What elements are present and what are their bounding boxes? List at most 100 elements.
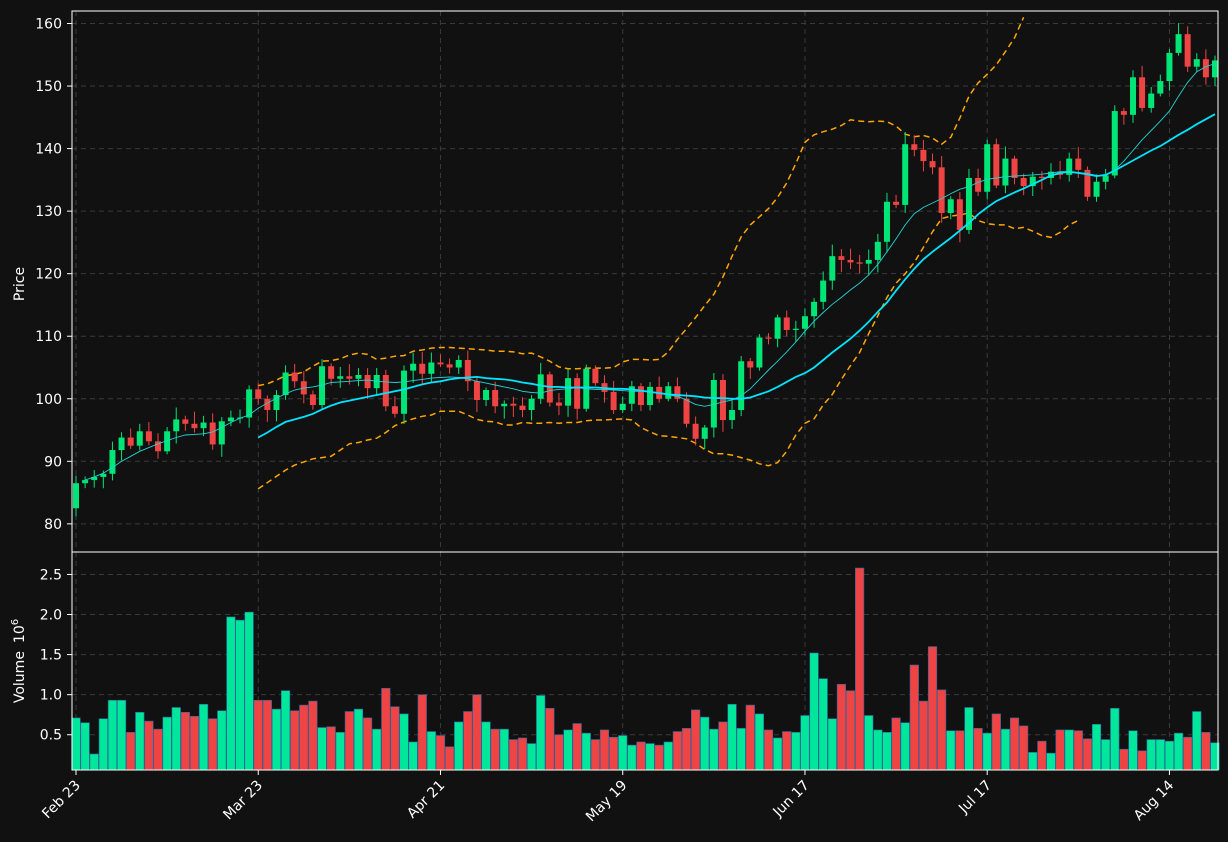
candle-body <box>209 422 216 445</box>
candle-body <box>893 201 900 205</box>
volume-bar <box>390 706 400 771</box>
volume-bar <box>217 710 227 771</box>
volume-bar <box>472 694 482 771</box>
volume-bar <box>271 708 282 771</box>
volume-bar <box>1192 711 1202 771</box>
volume-bar <box>299 704 309 771</box>
candle-body <box>391 406 398 414</box>
volume-bar <box>1137 750 1147 771</box>
volume-bar <box>381 687 391 771</box>
volume-bar <box>590 739 600 771</box>
volume-bar <box>71 717 81 771</box>
candle-body <box>1102 175 1109 182</box>
candle-body <box>820 280 827 302</box>
price-y-tick-label: 110 <box>35 329 62 345</box>
volume-bar <box>973 728 983 771</box>
volume-bar <box>417 694 427 771</box>
volume-bar <box>162 716 172 771</box>
candle-body <box>911 144 918 150</box>
volume-bar <box>873 729 883 771</box>
candle-body <box>920 149 927 162</box>
volume-bar <box>918 700 929 771</box>
candle-body <box>1148 93 1155 108</box>
candle-body <box>118 437 125 451</box>
candle-body <box>346 376 353 379</box>
volume-y-ticks: 0.5 1.0 1.5 2.0 2.5 <box>40 567 72 744</box>
candle-body <box>1084 169 1091 197</box>
candle-body <box>255 389 262 399</box>
volume-bar <box>991 713 1001 771</box>
candle-body <box>847 259 854 263</box>
volume-bar <box>563 729 573 771</box>
candle-body <box>1075 158 1082 170</box>
volume-bar <box>1064 729 1074 771</box>
volume-bar <box>773 737 783 771</box>
candle-body <box>246 389 253 418</box>
volume-bar <box>517 737 528 771</box>
volume-axis-exponent-power: 6 <box>10 619 21 625</box>
candle-body <box>965 177 972 230</box>
candle-body <box>437 362 444 365</box>
price-y-tick-label: 150 <box>35 79 62 95</box>
price-y-tick-label: 140 <box>35 142 62 158</box>
candle-body <box>984 144 991 192</box>
candle-body <box>683 398 690 424</box>
volume-bar <box>927 646 938 771</box>
volume-bar <box>317 727 327 771</box>
volume-panel-frame <box>71 551 1219 771</box>
volume-bar <box>126 732 136 771</box>
volume-bar <box>171 707 181 771</box>
candle-body <box>227 417 234 422</box>
volume-bar <box>627 744 637 771</box>
volume-bar <box>727 703 737 771</box>
volume-bar <box>490 728 500 771</box>
volume-bar <box>718 721 728 771</box>
sma-long-line <box>257 113 1216 439</box>
candle-body <box>874 241 881 260</box>
candle-body <box>145 431 152 442</box>
candle-body <box>719 380 726 421</box>
volume-bar <box>763 729 774 771</box>
volume-y-tick-label: 1.5 <box>40 648 62 664</box>
candle-body <box>811 301 818 317</box>
candle-body <box>783 317 790 330</box>
candle-body <box>173 419 180 432</box>
candle-body <box>774 317 781 339</box>
candle-body <box>993 144 1000 186</box>
candle-body <box>1184 34 1191 67</box>
candle-body <box>73 483 79 509</box>
price-y-tick-label: 90 <box>44 454 62 470</box>
candle-body <box>692 423 699 439</box>
candle-body <box>610 391 617 411</box>
moving-averages <box>84 63 1216 481</box>
candle-body <box>537 374 544 399</box>
volume-bar <box>1146 739 1156 771</box>
candle-body <box>1020 177 1027 187</box>
volume-bar <box>1073 730 1083 771</box>
volume-bar <box>554 734 564 771</box>
volume-y-tick-label: 0.5 <box>40 728 62 744</box>
volume-bar <box>982 732 992 771</box>
volume-bar <box>326 726 336 771</box>
candle-body <box>628 386 635 404</box>
volume-bar <box>645 743 655 771</box>
candle-body <box>938 167 945 214</box>
volume-bar <box>636 741 646 771</box>
volume-bar <box>791 732 801 771</box>
volume-bar <box>444 746 455 771</box>
candle-body <box>155 441 162 452</box>
candle-body <box>1038 176 1045 178</box>
volume-bar <box>663 741 673 771</box>
volume-bar <box>372 728 382 771</box>
candle-body <box>319 366 326 406</box>
price-y-tick-label: 80 <box>44 517 62 533</box>
candle-body <box>647 386 654 406</box>
candle-body <box>328 366 335 379</box>
candle-body <box>273 395 280 411</box>
volume-bar <box>836 683 847 771</box>
candle-body <box>100 473 107 477</box>
price-y-tick-label: 160 <box>35 17 62 33</box>
volume-bar <box>1101 739 1111 771</box>
candle-body <box>1202 59 1209 78</box>
candle-body <box>801 316 808 329</box>
